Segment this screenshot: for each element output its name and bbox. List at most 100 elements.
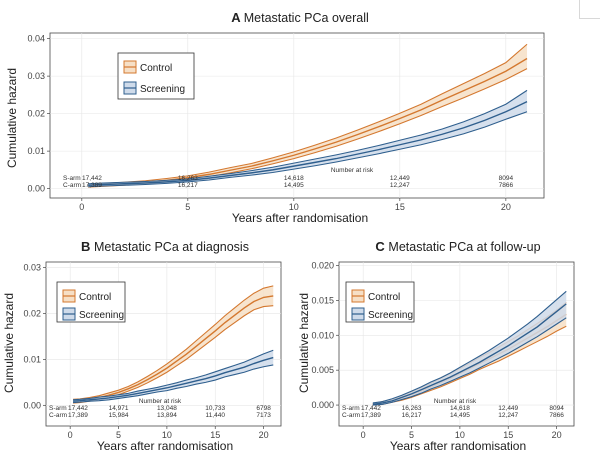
legend-label-control: Control — [368, 292, 400, 303]
risk-value: 11,440 — [206, 412, 226, 419]
x-tick-label: 5 — [116, 430, 121, 440]
risk-value: 16,263 — [178, 175, 198, 182]
control-ci-band — [73, 285, 274, 404]
risk-value: 7173 — [256, 412, 271, 419]
risk-value: 13,894 — [157, 412, 177, 419]
risk-row-label: S-arm — [342, 405, 360, 412]
y-tick-label: 0.015 — [311, 295, 334, 305]
panel-letter: C — [375, 239, 388, 254]
risk-value: 12,449 — [498, 405, 518, 412]
screening-line — [88, 100, 528, 186]
x-tick-label: 0 — [68, 430, 73, 440]
risk-value: 17,442 — [82, 175, 102, 182]
x-tick-label: 5 — [409, 430, 414, 440]
y-tick-label: 0.00 — [23, 400, 41, 410]
x-tick-label: 15 — [395, 202, 405, 212]
risk-value: 16,217 — [402, 412, 422, 419]
risk-value: 8094 — [549, 405, 564, 412]
y-tick-label: 0.03 — [27, 71, 45, 81]
risk-table-title: Number at risk — [434, 398, 477, 405]
risk-value: 14,495 — [284, 182, 304, 189]
risk-value: 17,389 — [82, 182, 102, 189]
y-tick-label: 0.000 — [311, 400, 334, 410]
y-tick-label: 0.04 — [27, 34, 45, 44]
x-tick-label: 10 — [289, 202, 299, 212]
y-tick-label: 0.020 — [311, 260, 334, 270]
corner-decoration — [579, 0, 600, 19]
title-text: Metastatic PCa overall — [244, 11, 369, 25]
y-tick-label: 0.00 — [27, 184, 45, 194]
y-tick-label: 0.010 — [311, 330, 334, 340]
risk-value: 12,449 — [390, 175, 410, 182]
risk-value: 8094 — [499, 175, 514, 182]
risk-row-label: C-arm — [342, 412, 360, 419]
y-axis-title: Cumulative hazard — [5, 68, 19, 168]
control-upper-line — [73, 285, 274, 400]
legend-label-control: Control — [140, 63, 172, 74]
panel-letter: B — [81, 239, 94, 254]
y-tick-label: 0.02 — [27, 109, 45, 119]
risk-value: 17,442 — [68, 405, 88, 412]
risk-row-label: C-arm — [49, 412, 67, 419]
x-axis-title: Years after randomisation — [97, 439, 233, 453]
risk-value: 10,733 — [205, 405, 225, 412]
risk-table-title: Number at risk — [139, 398, 182, 405]
title-text: Metastatic PCa at diagnosis — [94, 240, 249, 254]
screening-upper-line — [73, 349, 274, 401]
control-lower-line — [372, 325, 567, 406]
risk-value: 16,217 — [178, 182, 198, 189]
risk-value: 12,247 — [390, 182, 410, 189]
x-tick-label: 15 — [210, 430, 220, 440]
chart-title: C Metastatic PCa at follow-up — [375, 239, 540, 254]
x-tick-label: 20 — [552, 430, 562, 440]
y-tick-label: 0.03 — [23, 263, 41, 273]
panel-b: B Metastatic PCa at diagnosis 0.00 0.01 0.0… — [2, 239, 282, 453]
risk-value: 14,971 — [109, 405, 129, 412]
title-text: Metastatic PCa at follow-up — [388, 240, 540, 254]
screening-upper-line — [88, 89, 528, 185]
screening-line — [372, 303, 567, 406]
risk-table-title: Number at risk — [331, 167, 374, 174]
x-axis-title: Years after randomisation — [232, 211, 368, 225]
panel-letter: A — [231, 10, 244, 25]
x-tick-label: 20 — [259, 430, 269, 440]
risk-value: 14,495 — [450, 412, 470, 419]
panel-a: A Metastatic PCa overall 0.00 0.01 0.02 0.03… — [5, 10, 545, 225]
x-tick-label: 5 — [185, 202, 190, 212]
x-tick-label: 0 — [361, 430, 366, 440]
risk-value: 12,247 — [498, 412, 518, 419]
control-upper-line — [88, 43, 528, 185]
risk-value: 7866 — [499, 182, 514, 189]
screening-ci-band — [88, 90, 528, 187]
risk-row-label: C-arm — [63, 182, 81, 189]
risk-value: 14,618 — [450, 405, 470, 412]
screening-line — [73, 356, 274, 402]
risk-value: 15,984 — [109, 412, 129, 419]
screening-lower-line — [88, 111, 528, 188]
y-axis-title: Cumulative hazard — [2, 293, 16, 393]
legend-label-screening: Screening — [79, 310, 124, 321]
chart-title: A Metastatic PCa overall — [231, 10, 369, 25]
screening-lower-line — [372, 317, 567, 406]
screening-lower-line — [73, 364, 274, 404]
y-axis-title: Cumulative hazard — [297, 293, 311, 393]
legend-label-control: Control — [79, 292, 111, 303]
x-tick-label: 10 — [162, 430, 172, 440]
risk-row-label: S-arm — [63, 175, 81, 182]
y-tick-label: 0.02 — [23, 308, 41, 318]
chart-title: B Metastatic PCa at diagnosis — [81, 239, 249, 254]
x-tick-label: 20 — [501, 202, 511, 212]
risk-value: 13,048 — [157, 405, 177, 412]
risk-value: 17,389 — [361, 412, 381, 419]
risk-value: 17,389 — [68, 412, 88, 419]
legend-label-screening: Screening — [368, 310, 413, 321]
risk-value: 14,618 — [284, 175, 304, 182]
risk-value: 6798 — [256, 405, 271, 412]
x-tick-label: 15 — [503, 430, 513, 440]
risk-value: 16,263 — [402, 405, 422, 412]
x-tick-label: 0 — [79, 202, 84, 212]
panel-c: C Metastatic PCa at follow-up 0.000 0.005 0… — [297, 239, 575, 453]
risk-value: 7866 — [549, 412, 564, 419]
legend-label-screening: Screening — [140, 84, 185, 95]
